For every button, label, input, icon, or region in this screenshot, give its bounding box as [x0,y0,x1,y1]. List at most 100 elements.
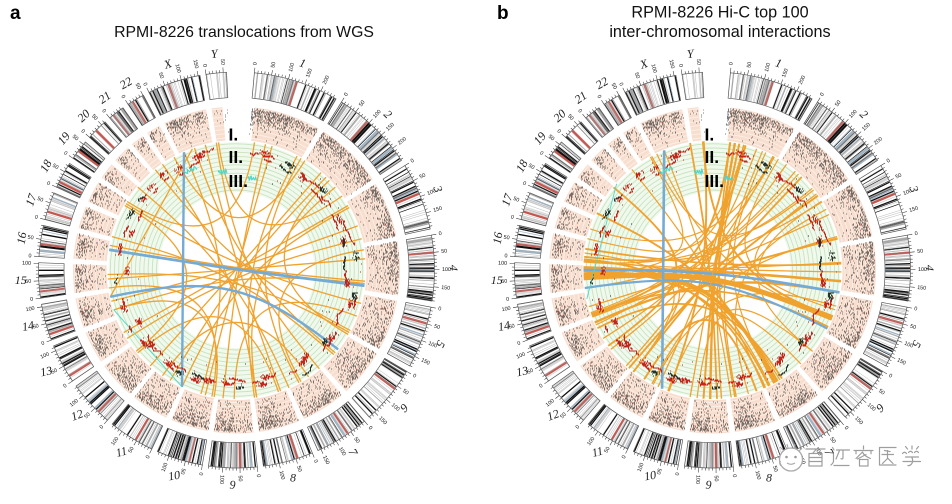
svg-text:50: 50 [527,163,535,171]
svg-text:a: a [10,3,21,24]
svg-text:150: 150 [441,285,450,292]
svg-text:200: 200 [397,136,408,146]
svg-text:50: 50 [917,248,924,255]
svg-text:0: 0 [343,92,350,98]
svg-text:50: 50 [501,279,507,285]
svg-text:50: 50 [36,196,44,204]
svg-text:inter-chromosomal interactions: inter-chromosomal interactions [609,23,830,41]
svg-text:5: 5 [909,338,924,350]
svg-text:100: 100 [110,436,120,447]
svg-text:0: 0 [34,214,38,221]
svg-text:14: 14 [497,318,511,334]
svg-text:150: 150 [385,122,396,133]
svg-text:50: 50 [895,172,903,180]
svg-text:0: 0 [46,181,51,188]
svg-text:11: 11 [114,444,128,460]
svg-text:9: 9 [229,478,235,492]
svg-text:150: 150 [377,416,388,427]
svg-text:150: 150 [420,357,431,366]
svg-text:50: 50 [27,235,34,242]
svg-text:0: 0 [79,128,85,134]
svg-text:II.: II. [705,147,720,167]
svg-text:50: 50 [352,436,360,444]
svg-text:200: 200 [322,75,331,86]
svg-text:13: 13 [39,363,54,379]
svg-text:0: 0 [510,214,514,221]
svg-text:50: 50 [401,388,409,396]
svg-text:50: 50 [270,61,277,68]
svg-text:RPMI-8226 translocations from: RPMI-8226 translocations from WGS [114,24,374,41]
svg-text:0: 0 [731,474,737,478]
svg-text:0: 0 [677,64,683,68]
svg-text:100: 100 [586,436,596,447]
svg-text:0: 0 [201,64,207,68]
svg-text:100: 100 [903,341,914,350]
svg-text:150: 150 [861,122,872,133]
svg-text:50: 50 [358,100,366,108]
svg-text:III.: III. [705,171,724,191]
svg-text:100: 100 [442,267,451,273]
svg-text:0: 0 [100,108,107,114]
svg-text:100: 100 [848,109,858,120]
svg-text:0: 0 [411,373,417,380]
svg-text:0: 0 [575,424,582,430]
svg-text:50: 50 [25,279,31,285]
svg-text:50: 50 [419,172,427,180]
svg-text:0: 0 [438,306,442,312]
svg-text:18: 18 [513,157,531,174]
svg-text:0: 0 [119,94,126,100]
svg-text:150: 150 [896,357,907,366]
svg-text:0: 0 [141,82,148,87]
svg-text:150: 150 [909,206,919,214]
svg-text:50: 50 [90,113,98,121]
svg-text:0: 0 [538,150,544,157]
svg-text:0: 0 [30,297,34,303]
svg-text:13: 13 [515,363,530,379]
svg-text:Y: Y [210,46,219,61]
svg-text:50: 50 [503,235,510,242]
svg-text:16: 16 [14,231,30,245]
svg-text:200: 200 [873,136,884,146]
svg-text:I.: I. [705,125,715,145]
svg-text:3: 3 [906,183,922,195]
svg-text:50: 50 [603,446,611,454]
svg-text:100: 100 [918,267,927,273]
svg-text:100: 100 [25,306,35,314]
svg-text:0: 0 [145,455,152,460]
svg-text:100: 100 [40,351,51,360]
svg-text:0: 0 [506,297,510,303]
svg-text:50: 50 [508,323,515,330]
svg-text:150: 150 [917,285,926,292]
svg-text:12: 12 [545,406,561,423]
svg-text:0: 0 [914,306,918,312]
svg-text:1: 1 [774,55,784,70]
svg-text:0: 0 [538,383,544,390]
svg-text:150: 150 [853,416,864,427]
svg-text:4: 4 [923,265,937,271]
svg-text:150: 150 [305,68,314,79]
svg-text:50: 50 [127,446,135,454]
svg-text:b: b [497,3,509,24]
svg-text:50: 50 [633,72,641,80]
svg-text:0: 0 [62,383,68,390]
svg-text:10: 10 [643,468,657,484]
svg-text:100: 100 [372,109,382,120]
svg-text:0: 0 [517,340,522,347]
svg-text:50: 50 [909,324,916,331]
svg-text:III.: III. [229,171,248,191]
svg-text:0: 0 [28,253,31,259]
svg-text:II.: II. [229,147,244,167]
svg-text:150: 150 [191,59,199,69]
svg-text:15: 15 [15,273,27,287]
svg-text:11: 11 [590,444,604,460]
svg-text:0: 0 [438,231,442,237]
svg-text:50: 50 [834,100,842,108]
svg-text:50: 50 [713,475,719,481]
svg-text:100: 100 [390,402,401,412]
svg-text:100: 100 [516,351,527,360]
svg-text:150: 150 [321,455,330,466]
svg-text:100: 100 [902,188,913,197]
svg-text:100: 100 [288,62,296,72]
svg-text:0: 0 [621,455,628,460]
svg-text:0: 0 [576,108,583,114]
